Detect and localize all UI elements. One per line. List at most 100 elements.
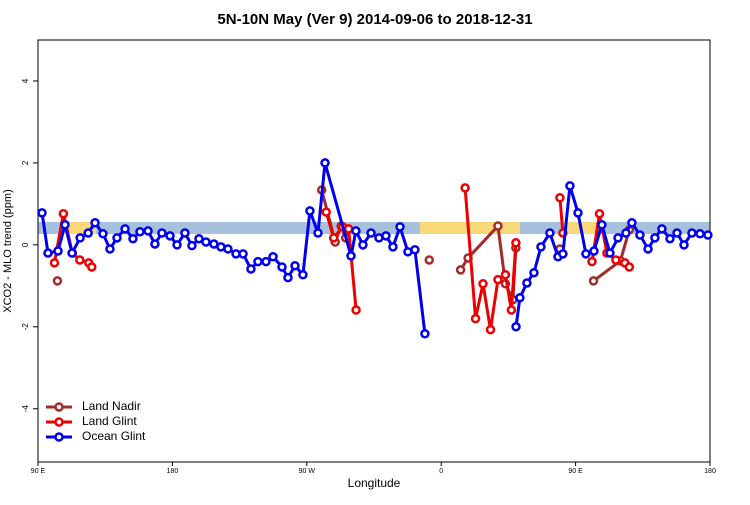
x-tick-label: 90 E: [568, 468, 583, 475]
point: [470, 313, 481, 324]
legend-marker: [54, 402, 64, 412]
legend-label: Ocean Glint: [82, 429, 146, 443]
point: [135, 226, 145, 237]
point: [388, 242, 398, 252]
legend-label: Land Nadir: [82, 399, 141, 413]
point: [695, 229, 705, 239]
point: [320, 158, 330, 168]
point: [150, 239, 160, 249]
point: [157, 228, 167, 238]
point: [313, 228, 323, 238]
point: [105, 244, 115, 254]
point: [90, 217, 100, 228]
x-tick-label: 90 W: [299, 468, 316, 475]
point: [588, 276, 599, 286]
point: [75, 255, 85, 265]
legend-label: Land Glint: [82, 414, 137, 428]
point: [605, 248, 615, 258]
point: [358, 240, 368, 250]
point: [627, 217, 637, 228]
point: [643, 244, 653, 254]
y-tick-label: -4: [21, 405, 30, 413]
y-axis-label: XCO2 - MLO trend (ppm): [2, 189, 14, 312]
point: [703, 230, 713, 240]
point: [594, 208, 605, 219]
point: [424, 255, 435, 265]
point: [165, 231, 175, 241]
point: [555, 192, 565, 203]
point: [478, 279, 488, 289]
legend-marker: [54, 432, 64, 442]
series-line: [52, 187, 631, 330]
point: [485, 324, 496, 335]
band: [38, 222, 710, 234]
point: [180, 228, 190, 238]
point: [346, 251, 356, 261]
point: [587, 256, 597, 267]
point: [621, 228, 631, 238]
point: [493, 221, 503, 231]
point: [511, 322, 521, 332]
point: [128, 233, 138, 244]
point: [328, 233, 339, 243]
point: [665, 233, 675, 244]
point: [238, 249, 248, 259]
point: [277, 262, 287, 272]
point: [67, 248, 77, 258]
point: [611, 255, 621, 265]
point: [201, 237, 211, 247]
point: [581, 249, 591, 259]
y-tick-label: 4: [21, 78, 30, 83]
point: [511, 238, 521, 248]
point: [268, 251, 278, 262]
point: [493, 274, 503, 285]
point: [545, 228, 555, 238]
point: [381, 231, 391, 241]
point: [43, 248, 53, 258]
point: [290, 260, 300, 271]
point: [98, 229, 108, 239]
point: [455, 265, 466, 275]
point: [672, 228, 682, 238]
point: [657, 224, 667, 234]
point: [522, 278, 532, 288]
legend-marker: [54, 417, 64, 427]
x-tick-label: 180: [704, 468, 716, 475]
point: [410, 245, 420, 255]
point: [573, 208, 583, 218]
point: [529, 267, 539, 278]
point: [500, 270, 511, 280]
point: [321, 207, 331, 217]
point: [395, 222, 405, 232]
point: [60, 220, 70, 230]
point: [506, 305, 517, 315]
point: [536, 242, 546, 252]
point: [558, 249, 568, 259]
point: [223, 244, 233, 254]
y-tick-label: 2: [21, 160, 30, 165]
point: [246, 264, 256, 274]
point: [75, 233, 85, 243]
x-tick-label: 180: [167, 468, 179, 475]
point: [597, 220, 607, 230]
chart-title: 5N-10N May (Ver 9) 2014-09-06 to 2018-12…: [217, 11, 532, 28]
point: [351, 226, 361, 236]
point: [52, 276, 63, 286]
y-tick-label: 0: [21, 242, 30, 247]
x-tick-label: 0: [439, 468, 443, 475]
point: [120, 224, 130, 234]
x-axis-label: Longitude: [348, 476, 401, 490]
point: [679, 240, 689, 250]
point: [298, 270, 308, 280]
point: [343, 224, 354, 234]
x-tick-label: 90 E: [31, 468, 46, 475]
point: [37, 208, 47, 218]
point: [420, 329, 430, 339]
point: [112, 233, 122, 243]
point: [83, 228, 93, 238]
point: [305, 206, 315, 216]
point: [624, 262, 635, 272]
point: [515, 292, 525, 303]
point: [687, 228, 697, 238]
